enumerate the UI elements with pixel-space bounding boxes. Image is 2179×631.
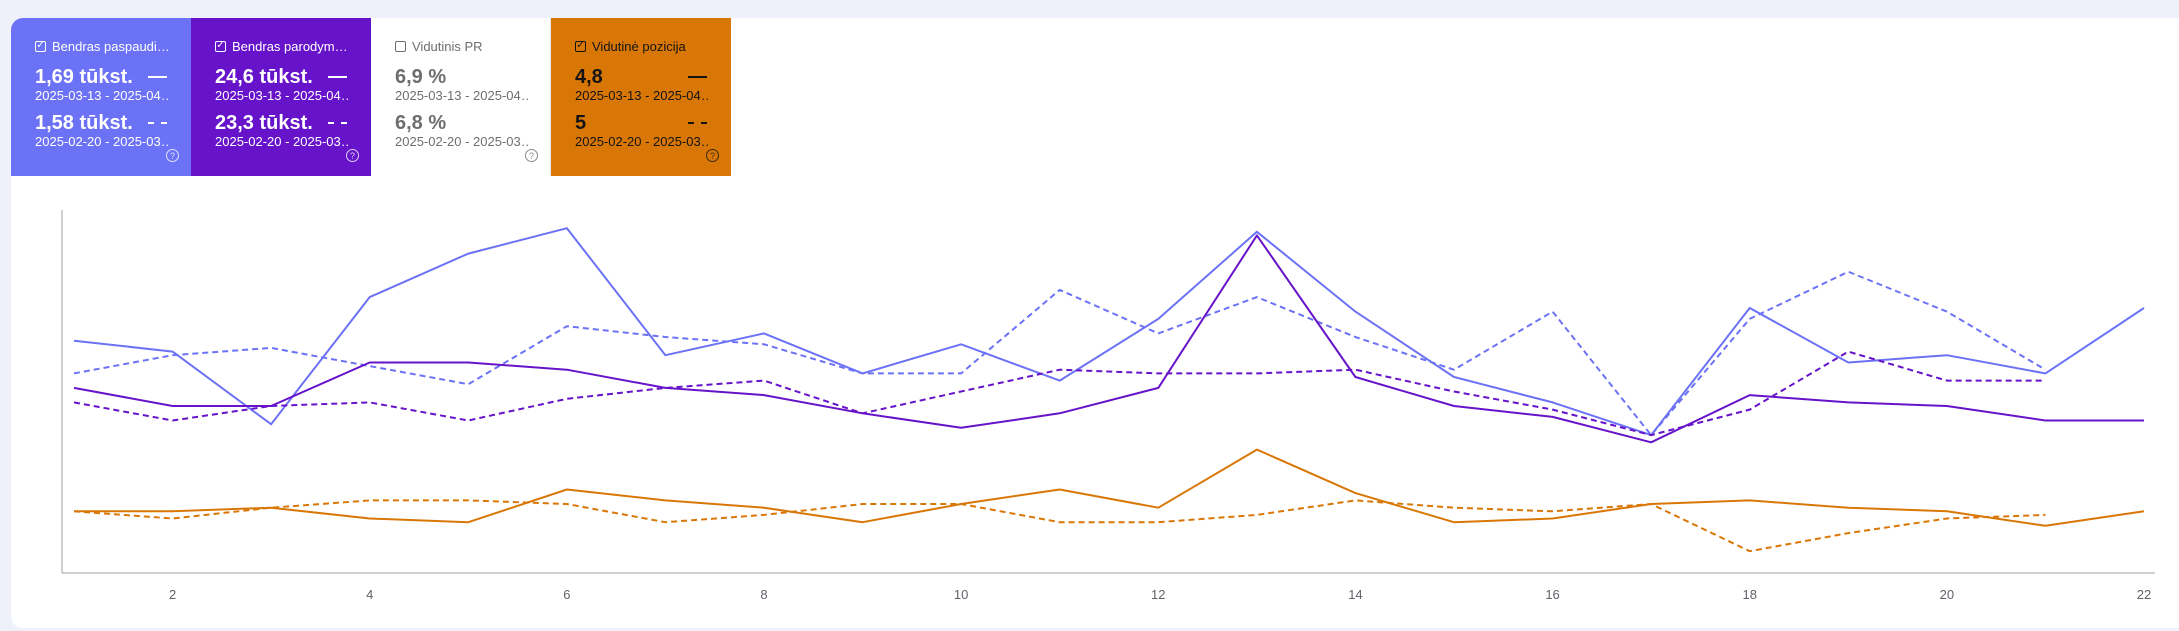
previous-range: 2025-02-20 - 2025-03… — [35, 134, 169, 149]
current-value: 6,9 % — [395, 66, 447, 88]
solid-line-icon — [148, 76, 167, 78]
previous-value: 23,3 tūkst. — [215, 112, 313, 134]
previous-range: 2025-02-20 - 2025-03… — [575, 134, 709, 149]
checkbox-checked-icon[interactable]: ✓ — [215, 40, 226, 52]
x-tick-label: 10 — [954, 587, 968, 602]
series-line-impressions-current — [73, 234, 2144, 444]
previous-value: 1,58 tūkst. — [35, 112, 133, 134]
previous-range: 2025-02-20 - 2025-03… — [395, 134, 529, 149]
series-line-clicks-previous — [73, 270, 2046, 437]
metric-card-position[interactable]: ✓ Vidutinė pozicija 4,8 2025-03-13 - 202… — [551, 18, 731, 176]
series-line-impressions-previous — [73, 350, 2046, 437]
checkbox-checked-icon[interactable]: ✓ — [575, 40, 586, 52]
card-header: ✓ Bendras paspaudi… — [35, 36, 177, 56]
solid-line-icon — [688, 76, 707, 78]
checkbox-unchecked-icon[interactable] — [395, 40, 406, 52]
series-line-clicks-current — [73, 227, 2145, 437]
current-value: 24,6 tūkst. — [215, 66, 313, 88]
help-icon[interactable]: ? — [706, 149, 719, 162]
help-icon[interactable]: ? — [346, 149, 359, 162]
x-tick-label: 4 — [366, 587, 373, 602]
checkbox-checked-icon[interactable]: ✓ — [35, 40, 46, 52]
metric-card-clicks[interactable]: ✓ Bendras paspaudi… 1,69 tūkst. 2025-03-… — [11, 18, 191, 176]
current-range: 2025-03-13 - 2025-04… — [215, 88, 349, 103]
series-line-position-current — [74, 448, 2145, 527]
metric-card-ctr[interactable]: Vidutinis PR 6,9 % 2025-03-13 - 2025-04…… — [371, 18, 551, 176]
metric-cards: ✓ Bendras paspaudi… 1,69 tūkst. 2025-03-… — [11, 18, 731, 176]
metric-card-impressions[interactable]: ✓ Bendras parodym… 24,6 tūkst. 2025-03-1… — [191, 18, 371, 176]
x-tick-label: 2 — [169, 587, 176, 602]
current-range: 2025-03-13 - 2025-04… — [575, 88, 709, 103]
dashed-line-icon — [328, 122, 347, 124]
card-header: Vidutinis PR — [395, 36, 536, 56]
current-value: 4,8 — [575, 66, 603, 88]
x-tick-label: 18 — [1742, 587, 1756, 602]
dashed-line-icon — [148, 122, 167, 124]
previous-range: 2025-02-20 - 2025-03… — [215, 134, 349, 149]
x-tick-label: 8 — [760, 587, 767, 602]
x-tick-label: 20 — [1940, 587, 1954, 602]
current-range: 2025-03-13 - 2025-04… — [35, 88, 169, 103]
previous-value: 6,8 % — [395, 112, 447, 134]
dashed-line-icon — [688, 122, 707, 124]
current-range: 2025-03-13 - 2025-04… — [395, 88, 529, 103]
performance-panel: ✓ Bendras paspaudi… 1,69 tūkst. 2025-03-… — [11, 18, 2179, 628]
card-header: ✓ Vidutinė pozicija — [575, 36, 717, 56]
x-tick-label: 12 — [1151, 587, 1165, 602]
previous-value: 5 — [575, 112, 587, 134]
help-icon[interactable]: ? — [525, 149, 538, 162]
x-tick-label: 22 — [2137, 587, 2151, 602]
x-tick-label: 14 — [1348, 587, 1362, 602]
solid-line-icon — [328, 76, 347, 78]
card-header: ✓ Bendras parodym… — [215, 36, 357, 56]
x-tick-label: 6 — [563, 587, 570, 602]
help-icon[interactable]: ? — [166, 149, 179, 162]
current-value: 1,69 tūkst. — [35, 66, 133, 88]
x-tick-label: 16 — [1545, 587, 1559, 602]
series-line-position-previous — [73, 499, 2046, 553]
